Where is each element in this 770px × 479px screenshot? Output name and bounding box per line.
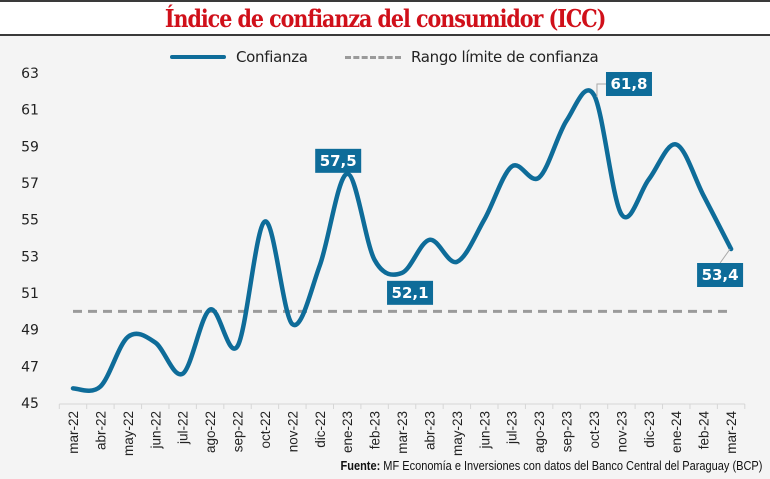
source-note: Fuente: MF Economía e Inversiones con da…	[340, 459, 762, 473]
x-tick-label: dic-23	[642, 411, 657, 448]
x-tick-label: ene-24	[669, 411, 684, 454]
x-tick-label: sep-23	[560, 411, 575, 452]
legend-item-confianza: Confianza	[170, 46, 308, 68]
x-tick-label: jun-22	[148, 411, 163, 450]
source-text: MF Economía e Inversiones con datos del …	[379, 459, 762, 473]
data-label-box	[387, 280, 434, 305]
x-tick-label: abr-23	[422, 411, 437, 450]
y-tick-label: 47	[21, 359, 39, 375]
series-line-confianza	[70, 88, 734, 394]
legend-item-rango-limite: Rango límite de confianza	[345, 46, 599, 68]
x-tick-label: nov-22	[285, 411, 300, 452]
x-tick-label: jul-23	[505, 411, 520, 445]
y-tick-label: 49	[21, 323, 39, 339]
legend-dashed-line-icon	[345, 55, 401, 59]
legend-label: Confianza	[236, 48, 308, 66]
title-band: Índice de confianza del consumidor (ICC)	[0, 0, 770, 36]
y-tick-label: 59	[21, 139, 39, 155]
x-tick-label: mar-24	[724, 411, 739, 454]
source-prefix: Fuente:	[340, 459, 380, 473]
data-label-text: 57,5	[320, 152, 357, 170]
x-tick-label: may-22	[121, 411, 136, 456]
legend-label: Rango límite de confianza	[411, 48, 599, 66]
x-tick-label: ago-23	[532, 411, 547, 453]
data-label-box	[315, 148, 362, 173]
data-label-ene-23: 57,5	[315, 148, 362, 173]
x-tick-label: nov-23	[614, 411, 629, 452]
x-tick-label: jul-22	[176, 411, 191, 445]
x-tick-label: may-23	[450, 411, 465, 456]
data-label-mar-23: 52,1	[387, 280, 434, 305]
y-tick-label: 51	[21, 286, 39, 302]
x-tick-label: sep-22	[231, 411, 246, 452]
data-label-text: 52,1	[392, 284, 429, 302]
data-label-text: 53,4	[702, 266, 739, 284]
x-tick-label: jun-23	[477, 411, 492, 450]
legend: Confianza Rango límite de confianza	[0, 46, 770, 68]
x-tick-label: feb-23	[368, 411, 383, 449]
x-tick-label: mar-22	[66, 411, 81, 454]
x-tick-label: oct-23	[587, 411, 602, 449]
data-label-box	[605, 72, 652, 96]
data-label-box	[697, 263, 744, 287]
data-label-mar-24: 53,4	[697, 248, 744, 287]
leader-line	[719, 248, 731, 264]
x-tick-label: abr-22	[93, 411, 108, 450]
y-tick-label: 45	[21, 396, 39, 412]
legend-solid-line-icon	[170, 55, 226, 59]
leader-line	[596, 83, 606, 97]
x-tick-label: mar-23	[395, 411, 410, 454]
y-tick-label: 57	[21, 176, 39, 192]
y-tick-label: 55	[21, 213, 39, 229]
y-tick-label: 63	[21, 66, 39, 82]
x-tick-label: ago-22	[203, 411, 218, 453]
x-tick-label: oct-22	[258, 411, 273, 449]
data-label-oct-23: 61,8	[596, 72, 652, 97]
x-tick-label: dic-22	[313, 411, 328, 448]
chart-title: Índice de confianza del consumidor (ICC)	[164, 3, 607, 33]
data-label-text: 61,8	[610, 75, 647, 93]
y-tick-label: 53	[21, 249, 39, 265]
x-tick-label: ene-23	[340, 411, 355, 453]
y-tick-label: 61	[21, 103, 39, 119]
x-tick-label: feb-24	[697, 411, 712, 450]
